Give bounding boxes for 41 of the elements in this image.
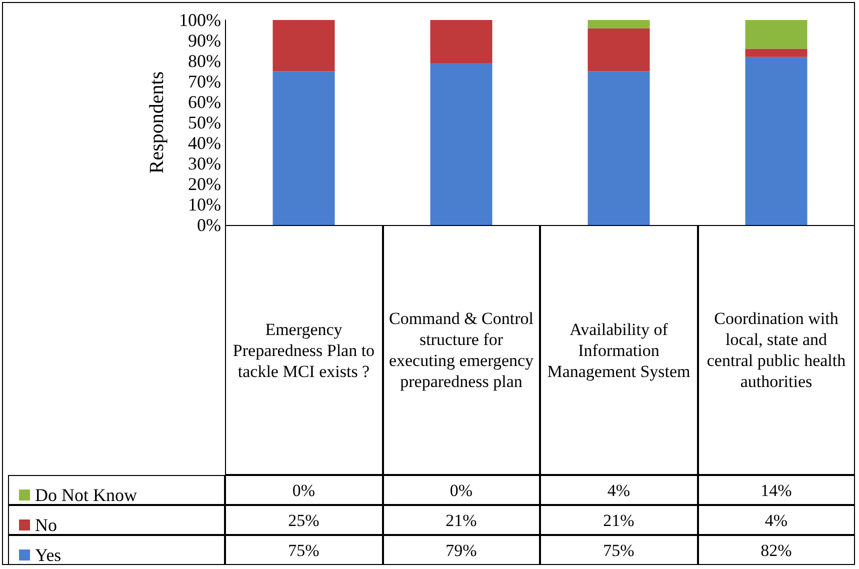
legend-label: No — [35, 515, 57, 535]
data-label: 4% — [698, 505, 855, 535]
bar — [588, 71, 650, 225]
bar — [272, 20, 335, 72]
y-tick-label: 20% — [188, 174, 221, 194]
y-tick-label: 0% — [197, 215, 221, 235]
data-label: 75% — [540, 535, 698, 565]
y-tick-label: 30% — [188, 154, 221, 174]
bar — [745, 48, 808, 57]
bar — [588, 20, 650, 28]
data-label: 4% — [540, 475, 698, 505]
y-tick-label: 40% — [188, 133, 221, 153]
bar — [745, 56, 808, 225]
legend-label: Do Not Know — [35, 485, 137, 505]
data-label: 21% — [540, 505, 698, 535]
data-label: 82% — [698, 535, 855, 565]
x-tick-label: Availability of Information Management System — [540, 225, 698, 475]
x-tick-label: Coordination with local, state and central public health authorities — [698, 225, 855, 475]
y-axis-title: Respondents — [146, 71, 168, 174]
y-tick-label: 10% — [188, 194, 221, 214]
data-label: 14% — [698, 475, 855, 505]
x-tick-label: Emergency Preparedness Plan to tackle MCI exists ? — [225, 225, 382, 475]
bar — [430, 20, 492, 64]
y-tick-label: 90% — [188, 30, 221, 50]
x-tick-label: Command & Control structure for executing emergency preparedness plan — [382, 225, 540, 475]
data-label: 75% — [225, 535, 382, 565]
bar — [745, 20, 808, 49]
data-label: 21% — [382, 505, 540, 535]
y-tick-label: 50% — [188, 112, 221, 132]
data-label: 25% — [225, 505, 382, 535]
bar — [272, 71, 335, 225]
legend-label: Yes — [35, 545, 62, 565]
y-tick-label: 70% — [188, 72, 221, 92]
y-tick-label: 100% — [179, 10, 221, 30]
data-label: 0% — [225, 475, 382, 505]
y-tick-label: 60% — [188, 92, 221, 112]
data-label: 0% — [382, 475, 540, 505]
bar — [588, 28, 650, 72]
bar — [430, 63, 492, 225]
y-tick-label: 80% — [188, 51, 221, 71]
data-label: 79% — [382, 535, 540, 565]
